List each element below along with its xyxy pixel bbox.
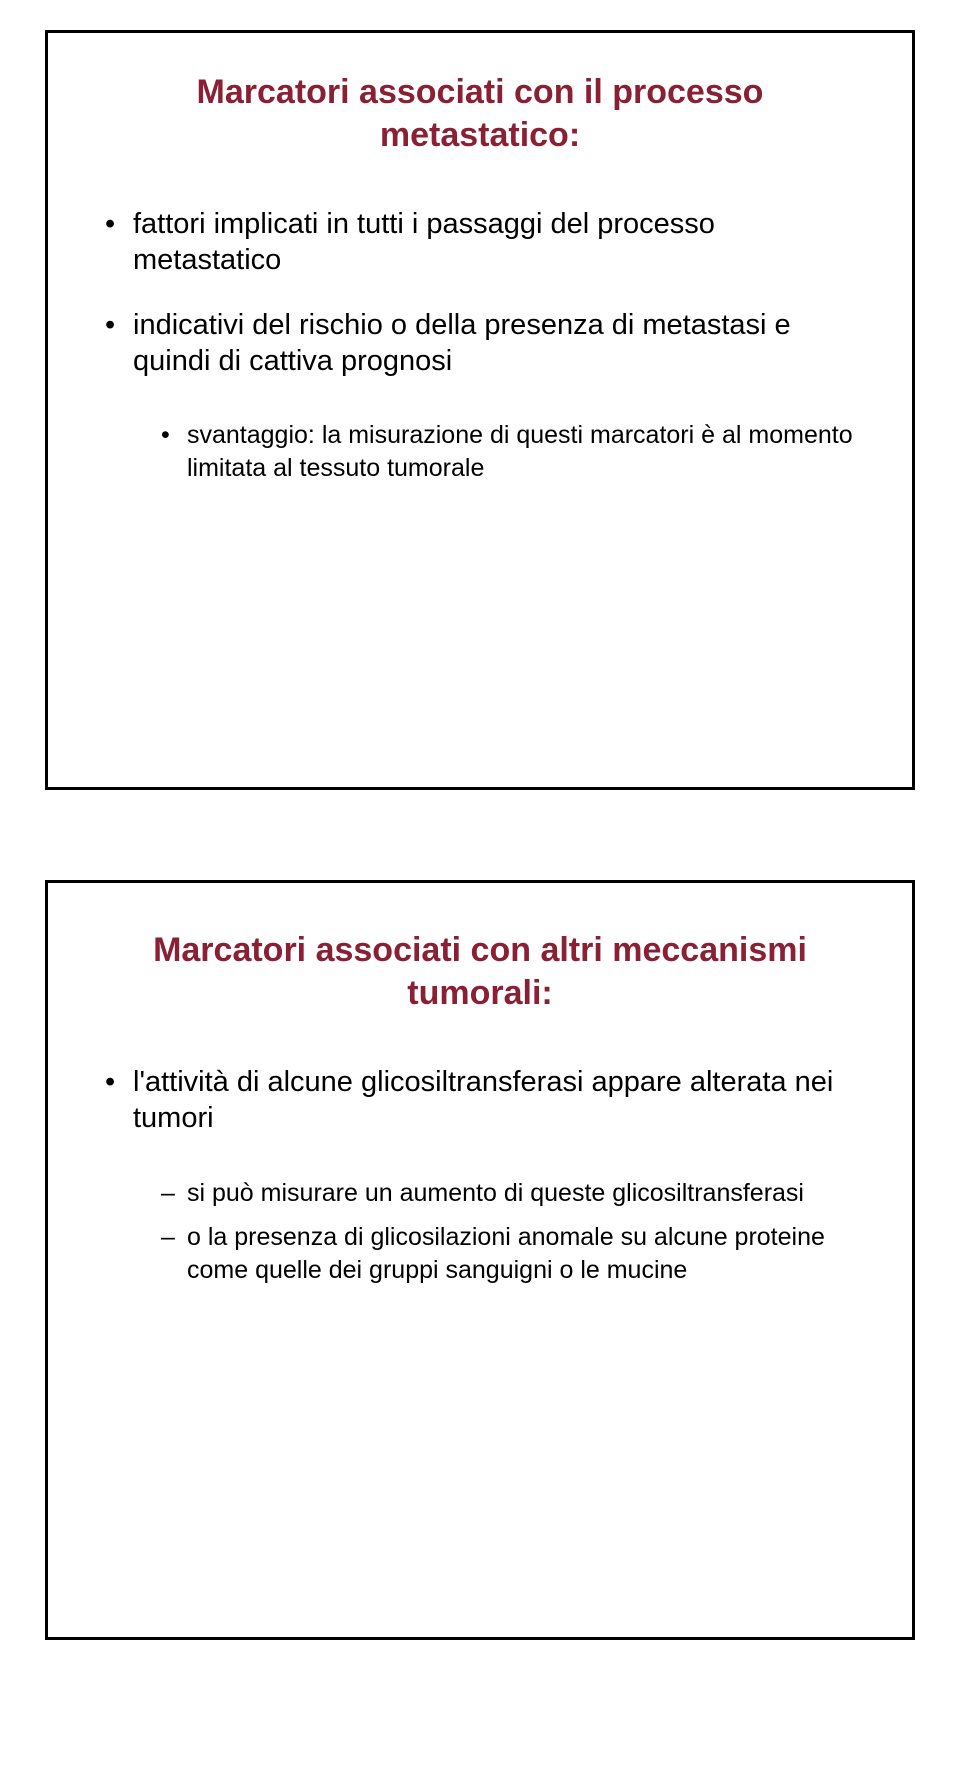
slide2-sub-bullets: si può misurare un aumento di queste gli… — [161, 1177, 857, 1287]
slide2-title: Marcatori associati con altri meccanismi… — [103, 929, 857, 1014]
spacer — [103, 921, 857, 929]
slide1-bullet: fattori implicati in tutti i passaggi de… — [103, 206, 857, 279]
slide1-sub-bullet: svantaggio: la misurazione di questi mar… — [161, 419, 857, 484]
slide1-sub-bullets: svantaggio: la misurazione di questi mar… — [161, 419, 857, 484]
slide2-bullets: l'attività di alcune glicosiltransferasi… — [103, 1064, 857, 1286]
slide1-bullets: fattori implicati in tutti i passaggi de… — [103, 206, 857, 484]
bullet-text: l'attività di alcune glicosiltransferasi… — [133, 1066, 833, 1134]
slide2-sub-bullet: si può misurare un aumento di queste gli… — [161, 1177, 857, 1210]
slide1-title: Marcatori associati con il processo meta… — [103, 71, 857, 156]
slide2-sub-bullet: o la presenza di glicosilazioni anomale … — [161, 1221, 857, 1286]
slide2-bullet: l'attività di alcune glicosiltransferasi… — [103, 1064, 857, 1286]
bullet-text: indicativi del rischio o della presenza … — [133, 309, 791, 377]
slide-1: Marcatori associati con il processo meta… — [45, 30, 915, 790]
slide1-bullet: indicativi del rischio o della presenza … — [103, 307, 857, 485]
slide-2: Marcatori associati con altri meccanismi… — [45, 880, 915, 1640]
